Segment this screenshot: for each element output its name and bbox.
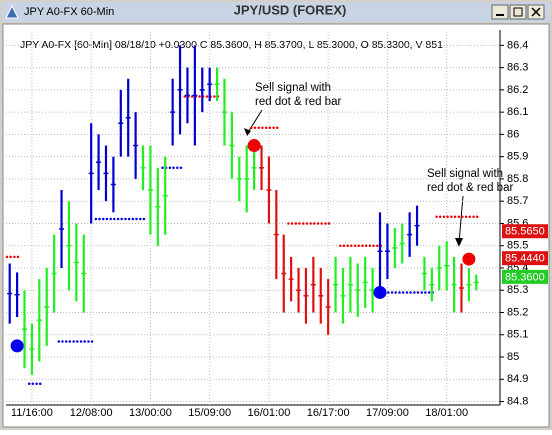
maximize-button[interactable] — [509, 4, 527, 20]
y-tick-label: 85.8 — [507, 173, 528, 185]
y-tick-label: 85.5 — [507, 240, 528, 252]
x-tick-label: 12/08:00 — [70, 407, 113, 419]
y-tick-label: 84.9 — [507, 373, 528, 385]
annotation: Sell signal with — [427, 168, 503, 180]
annotation: red dot & red bar — [255, 96, 341, 108]
signal-dot — [247, 139, 261, 153]
annotation: red dot & red bar — [427, 182, 513, 194]
y-tick-label: 86.1 — [507, 106, 528, 118]
y-tick-label: 86.3 — [507, 62, 528, 74]
title-bar — [2, 2, 550, 22]
plot: 84.884.98585.185.285.385.485.585.685.785… — [5, 32, 548, 419]
price-tag — [502, 269, 548, 284]
y-tick-label: 86.4 — [507, 39, 528, 51]
signal-dot — [10, 339, 24, 353]
x-tick-label: 15/09:00 — [188, 407, 231, 419]
annotation-arrow — [458, 195, 464, 244]
y-tick-label: 86 — [507, 128, 519, 140]
y-tick-label: 85 — [507, 351, 519, 363]
window-buttons — [491, 4, 545, 20]
y-tick-label: 85.2 — [507, 306, 528, 318]
info-line: JPY A0-FX [60-Min] 08/18/10 +0.0300 C 85… — [20, 39, 443, 51]
y-tick-label: 85.3 — [507, 284, 528, 296]
x-tick-label: 18/01:00 — [425, 407, 468, 419]
y-tick-label: 85.1 — [507, 329, 528, 341]
window-title: JPY A0-FX 60-Min — [24, 6, 114, 18]
x-tick-label: 11/16:00 — [11, 407, 53, 419]
annotation-arrow — [246, 109, 263, 135]
y-tick-label: 86.2 — [507, 84, 528, 96]
price-tag-label: 85.5650 — [505, 226, 545, 238]
signal-dot — [462, 252, 476, 266]
x-tick-label: 16/01:00 — [248, 407, 291, 419]
price-tag — [502, 224, 548, 239]
minimize-button[interactable] — [491, 4, 509, 20]
price-tag-label: 85.3600 — [505, 271, 545, 283]
arrow-head — [244, 128, 251, 136]
arrow-head — [455, 238, 463, 247]
maximize-icon — [513, 7, 523, 17]
x-tick-label: 17/09:00 — [366, 407, 409, 419]
price-tag-label: 85.4440 — [505, 253, 545, 265]
x-tick-label: 16/17:00 — [307, 407, 350, 419]
close-icon — [531, 7, 541, 17]
annotation: Sell signal with — [255, 82, 331, 94]
x-tick-label: 13/00:00 — [129, 407, 172, 419]
app-icon — [5, 4, 19, 19]
price-tag — [502, 251, 548, 266]
chart-title: JPY/USD (FOREX) — [234, 2, 347, 17]
y-tick-label: 85.7 — [507, 195, 528, 207]
y-tick-label: 84.8 — [507, 395, 528, 407]
y-tick-label: 85.9 — [507, 151, 528, 163]
signal-dot — [373, 285, 387, 299]
